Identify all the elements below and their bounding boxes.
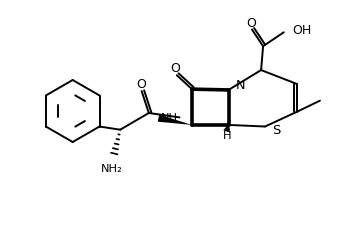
Text: O: O: [246, 17, 256, 30]
Text: S: S: [272, 124, 281, 137]
Text: O: O: [136, 77, 146, 90]
Text: H: H: [223, 131, 232, 141]
Text: NH: NH: [161, 113, 178, 123]
Text: O: O: [170, 61, 180, 74]
Text: OH: OH: [292, 23, 312, 36]
Polygon shape: [158, 115, 192, 125]
Text: NH₂: NH₂: [101, 163, 123, 173]
Text: N: N: [235, 79, 245, 92]
